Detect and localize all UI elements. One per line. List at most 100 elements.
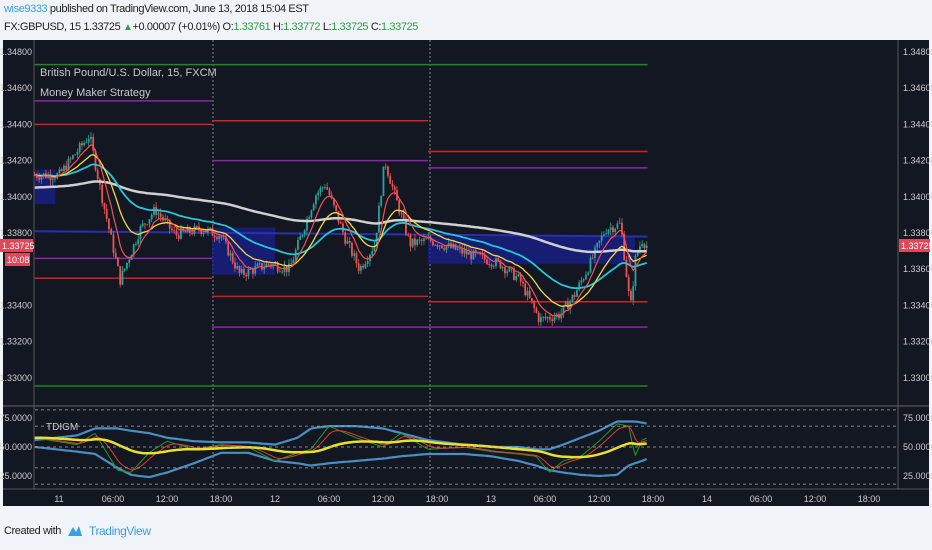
price-tick-left: 1.33800 [0,228,32,238]
candle-body [398,200,401,214]
candle-body [634,255,637,287]
candle-body [58,169,61,174]
candle-body [371,251,374,255]
candle-body [429,237,432,241]
candle-body [427,237,430,239]
candle-body [535,308,538,313]
time-tick: 06:00 [318,494,341,504]
candle-body [306,218,308,231]
open-label: O: [222,21,234,33]
candle-body [290,263,293,265]
candle-body [315,195,317,205]
candle-body [270,264,272,267]
candle-body [461,247,464,254]
candle-body [456,248,459,250]
candle-body [121,270,124,285]
candle-body [596,243,599,248]
candle-body [643,244,646,249]
candle-body [229,253,232,256]
candle-body [405,218,407,235]
candle-body [135,243,137,245]
candle-body [40,176,43,180]
tradingview-link[interactable]: TradingView [88,524,151,538]
price-change: +0.00007 (+0.01%) [132,21,221,33]
candle-body [454,244,457,250]
zone-line [34,230,648,238]
candle-body [87,138,90,143]
candle-body [407,234,410,236]
candle-body [60,169,63,172]
candle-body [78,143,81,153]
candle-body [146,224,149,226]
candle-body [231,253,234,263]
candle-body [598,240,601,244]
candle-body [481,254,484,256]
price-tick-right: 1.33200 [903,337,932,347]
candle-body [180,228,182,239]
indicator-tick-right: 50.0000 [903,442,932,452]
candle-body [326,187,329,190]
candle-body [117,257,119,267]
ema-8-line [34,143,648,317]
candle-body [517,274,520,277]
candle-body [632,286,635,301]
candle-body [281,271,284,273]
candle-body [585,274,587,280]
candle-body [373,245,376,252]
indicator-tick-right: 25.0000 [903,471,932,481]
candle-body [542,316,545,318]
candle-body [497,258,500,261]
candle-body [605,233,608,235]
time-tick: 11 [54,494,63,504]
candle-body [69,158,72,160]
candle-body [355,253,358,264]
candle-body [54,178,56,180]
candle-body [256,264,259,267]
candle-body [465,249,468,255]
candle-body [549,317,551,320]
candle-body [486,259,488,265]
candle-body [216,237,218,240]
candle-body [65,165,68,171]
upper-band-line [34,420,647,451]
candle-body [328,189,331,196]
candle-body [108,218,110,229]
candle-body [96,169,99,180]
publish-info: wise9333 published on TradingView.com, J… [4,3,309,15]
chart-background [3,40,929,506]
candle-body [636,251,639,256]
candle-body [83,142,86,146]
candle-body [414,238,416,245]
candle-body [238,266,241,273]
candle-body [627,276,630,291]
high-label: H: [272,21,284,33]
price-chart[interactable]: 1.34800 1.34800 1.34600 1.34600 1.34400 1.344… [0,0,932,520]
close-value: 1.33725 [381,21,418,33]
indicator-tick-left: 25.0000 [0,471,32,481]
time-tick: 12:00 [588,494,611,504]
candle-body [337,210,340,223]
candle-body [540,317,542,322]
candle-body [191,232,194,235]
candle-body [126,262,128,269]
candle-body [630,290,632,301]
candle-body [600,235,603,241]
candle-body [432,240,434,246]
candle-body [171,228,173,231]
candle-body [573,294,576,297]
author-link[interactable]: wise9333 [4,3,48,15]
candle-body [114,252,117,258]
candle-body [641,244,644,247]
signal-line [34,425,647,471]
candle-body [576,290,578,297]
candle-body [299,236,302,240]
candle-body [564,301,567,306]
price-tick-left: 1.34800 [0,47,32,57]
candle-body [105,208,108,219]
countdown-label: 10:08 [7,255,30,265]
candle-body [609,227,612,230]
candle-body [254,266,257,274]
candle-body [51,179,54,180]
symbol-info: FX:GBPUSD, 15 1.33725 ▲+0.00007 (+0.01%)… [4,21,418,33]
candle-body [506,271,509,274]
